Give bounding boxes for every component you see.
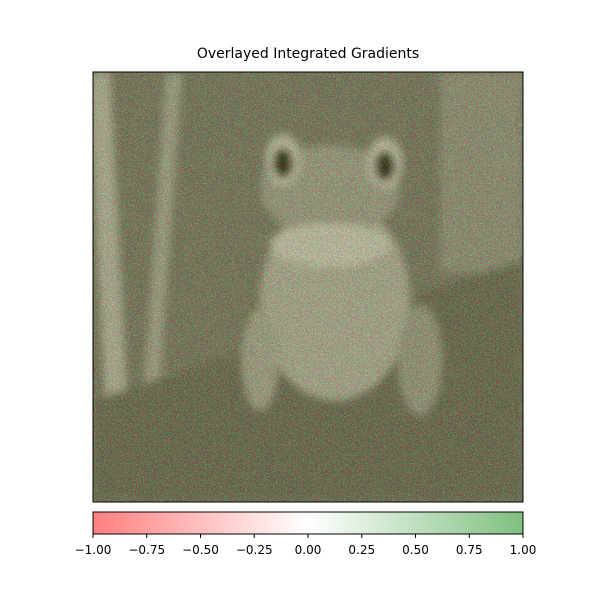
axes-frame [92, 71, 524, 503]
colorbar-gradient [92, 511, 524, 535]
colorbar-tick-label: −0.75 [128, 543, 165, 557]
colorbar: −1.00 −0.75 −0.50 −0.25 0.00 0.25 0.50 0.75 1.00 [75, 511, 537, 557]
overlay-image [93, 72, 523, 502]
colorbar-tick-label: 1.00 [510, 543, 537, 557]
colorbar-tick-label: 0.75 [456, 543, 483, 557]
colorbar-tick-label: −0.25 [236, 543, 273, 557]
colorbar-tick-label: −1.00 [75, 543, 112, 557]
colorbar-tick-label: 0.25 [348, 543, 375, 557]
chart-title: Overlayed Integrated Gradients [197, 46, 419, 62]
colorbar-tick-label: 0.50 [402, 543, 429, 557]
colorbar-tick-label: 0.00 [295, 543, 322, 557]
colorbar-tick-label: −0.50 [182, 543, 219, 557]
